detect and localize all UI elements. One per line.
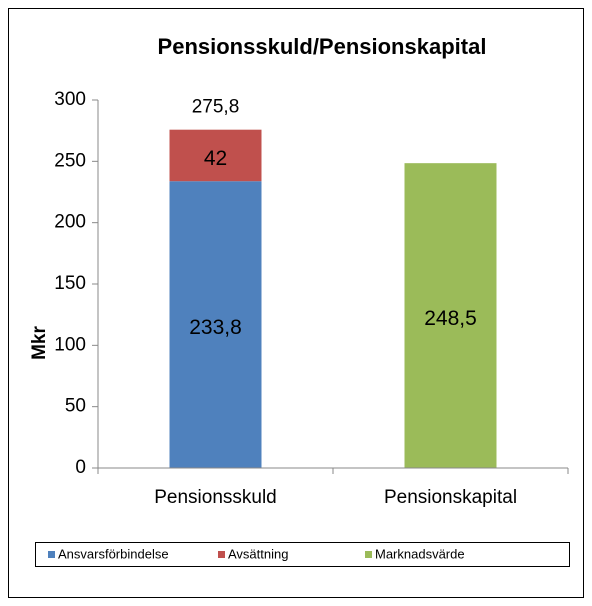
total-label: 275,8 (192, 97, 240, 118)
x-tick-label: Pensionsskuld (154, 487, 277, 508)
data-label: 233,8 (189, 316, 242, 339)
y-axis-label: Mkr (29, 326, 50, 360)
legend-label: Marknadsvärde (375, 546, 465, 561)
legend-swatch (218, 551, 225, 558)
x-tick-label: Pensionskapital (384, 487, 517, 508)
y-tick-label: 50 (65, 396, 86, 417)
legend-swatch (365, 551, 372, 558)
y-tick-label: 300 (54, 89, 86, 110)
chart-title: Pensionsskuld/Pensionskapital (158, 34, 487, 59)
legend-label: Avsättning (228, 546, 288, 561)
bar-segment (169, 181, 262, 469)
legend-swatch (48, 551, 55, 558)
bar-segment (404, 163, 497, 468)
data-label: 248,5 (424, 307, 477, 330)
y-tick-label: 200 (54, 212, 86, 233)
y-tick-label: 100 (54, 334, 86, 355)
chart-border (8, 8, 584, 598)
y-tick-label: 0 (75, 457, 86, 478)
data-label: 42 (204, 147, 227, 170)
bar-segment (169, 129, 262, 182)
y-tick-label: 250 (54, 150, 86, 171)
y-tick-label: 150 (54, 273, 86, 294)
legend-label: Ansvarsförbindelse (58, 546, 169, 561)
legend (35, 542, 570, 567)
